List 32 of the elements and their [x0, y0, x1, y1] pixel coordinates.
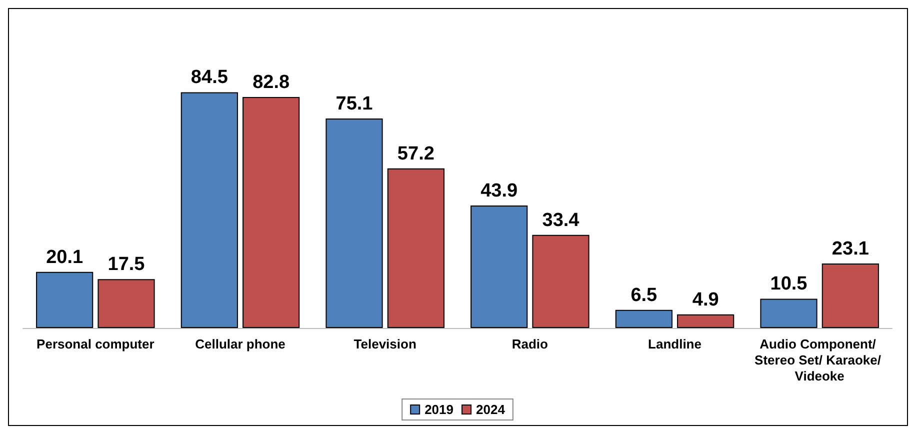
bar [822, 264, 879, 328]
data-label: 84.5 [190, 67, 228, 88]
x-tick-label: Landline [648, 336, 702, 352]
bar [615, 310, 672, 328]
data-label: 17.5 [108, 254, 146, 276]
data-label: 4.9 [692, 289, 719, 310]
bar [760, 298, 818, 328]
legend-label: 2024 [476, 402, 506, 417]
bar [470, 206, 528, 328]
bar [387, 168, 444, 328]
data-label: 6.5 [630, 284, 658, 306]
x-tick-label: Audio Component/ Stereo Set/ Karaoke/ Videoke [754, 336, 885, 384]
data-label: 33.4 [542, 210, 580, 231]
x-tick-label: Personal computer [36, 336, 154, 352]
data-label: 20.1 [46, 246, 84, 268]
x-tick-label: Radio [512, 336, 548, 352]
data-label: 43.9 [480, 180, 518, 202]
data-label: 23.1 [832, 238, 870, 260]
bar [677, 314, 734, 328]
bar [98, 279, 155, 328]
data-label: 75.1 [336, 93, 374, 114]
bar [242, 96, 300, 328]
data-label: 57.2 [397, 143, 434, 164]
x-tick-label: Cellular phone [195, 336, 286, 352]
bar [532, 234, 590, 328]
data-label: 10.5 [770, 274, 808, 295]
data-label: 82.8 [252, 72, 290, 93]
x-tick-label: Television [354, 336, 416, 352]
bar [36, 272, 94, 328]
legend-label: 2019 [424, 402, 454, 417]
bar [326, 118, 383, 328]
bar [180, 92, 238, 328]
